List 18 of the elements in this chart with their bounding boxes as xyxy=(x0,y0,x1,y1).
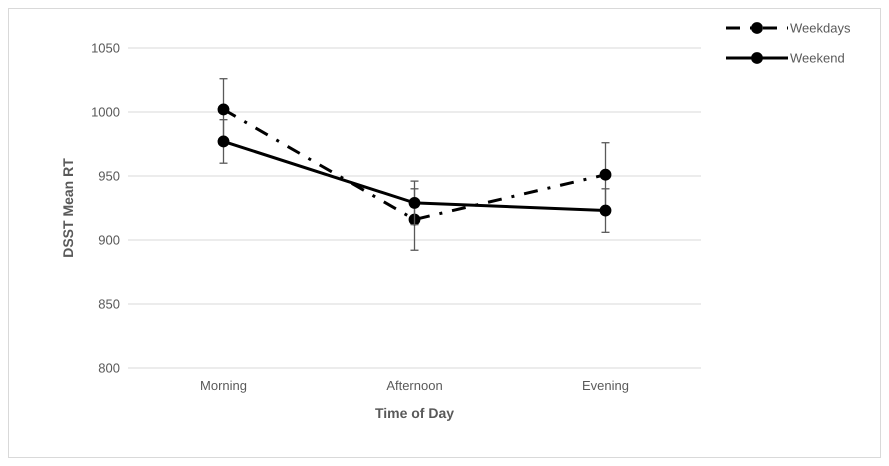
y-tick-label: 1000 xyxy=(91,104,120,120)
y-axis-title: DSST Mean RT xyxy=(60,158,76,258)
y-tick-label: 800 xyxy=(98,360,120,376)
x-axis-title: Time of Day xyxy=(374,405,454,421)
legend-label: Weekdays xyxy=(790,20,851,36)
x-tick-label: Afternoon xyxy=(386,378,443,393)
point xyxy=(218,104,230,116)
point xyxy=(600,204,612,216)
point xyxy=(218,136,230,148)
y-tick-label: 850 xyxy=(98,296,120,312)
x-tick-label: Evening xyxy=(582,378,629,393)
point xyxy=(600,168,612,181)
x-tick-label: Morning xyxy=(200,378,247,393)
point xyxy=(408,196,420,209)
y-tick-label: 900 xyxy=(98,232,120,248)
y-tick-label: 1050 xyxy=(91,40,120,56)
legend-label: Weekend xyxy=(790,50,845,66)
y-tick-label: 950 xyxy=(98,168,120,184)
